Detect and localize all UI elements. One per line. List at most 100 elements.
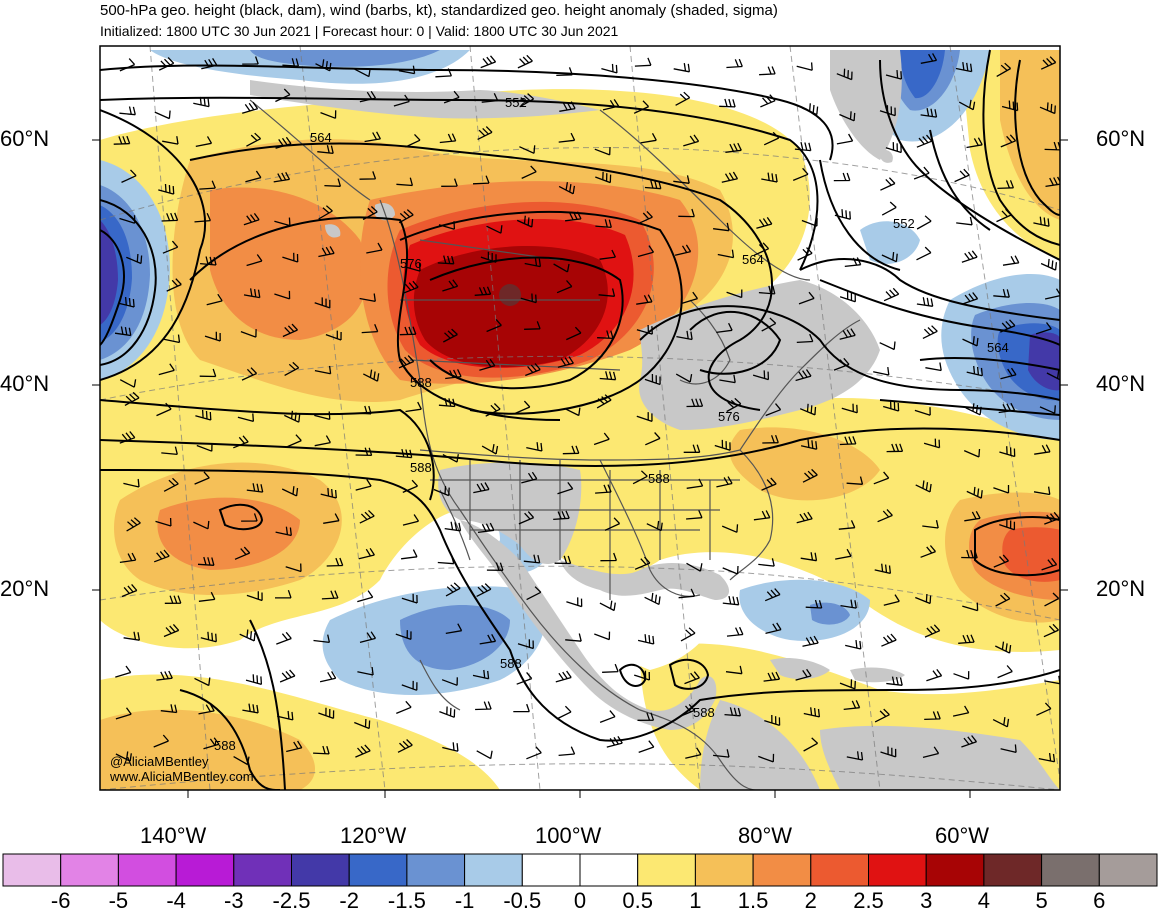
wind-barb (526, 746, 542, 760)
wind-barb (713, 222, 730, 232)
wind-barb (243, 288, 261, 299)
wind-barb (398, 209, 414, 224)
wind-barb (320, 110, 337, 119)
wind-barb (366, 242, 383, 254)
wind-barb (916, 246, 932, 261)
wind-barb (566, 326, 582, 341)
wind-barb (523, 554, 541, 564)
wind-barb (634, 57, 652, 67)
wind-barb (955, 62, 973, 73)
wind-barb (355, 405, 372, 415)
wind-barb (233, 756, 250, 766)
wind-barb (246, 483, 264, 493)
wind-barb (479, 358, 496, 371)
wind-barb (363, 369, 380, 382)
wind-barb (395, 630, 412, 641)
wind-barb (838, 520, 856, 530)
wind-barb (841, 403, 858, 414)
wind-barb (163, 477, 179, 492)
wind-barb (886, 443, 904, 453)
wind-barb (240, 329, 257, 338)
wind-barb (161, 446, 178, 456)
wind-barb (765, 403, 782, 417)
wind-barb (726, 289, 743, 299)
wind-barb (879, 105, 896, 117)
colorbar-swatch (406, 853, 466, 887)
wind-barb (801, 218, 818, 227)
wind-barb (558, 132, 576, 143)
contour-label: 564 (742, 252, 764, 267)
wind-barb (1001, 100, 1019, 112)
wind-barb (873, 367, 890, 376)
wind-barb (557, 482, 574, 495)
wind-barb (118, 297, 135, 308)
wind-barb (846, 476, 864, 485)
wind-barb (800, 439, 818, 450)
lat-label-right-40: 40°N (1096, 371, 1146, 396)
wind-barb (325, 330, 342, 341)
wind-barb (562, 445, 580, 455)
wind-barb (595, 171, 612, 184)
wind-barb (836, 133, 854, 145)
wind-barb (678, 588, 696, 599)
wind-barb (524, 321, 541, 330)
colorbar-swatch (1098, 853, 1158, 887)
wind-barb (845, 640, 862, 650)
wind-barb (599, 249, 616, 260)
colorbar-swatch (175, 853, 235, 887)
wind-barb (965, 403, 982, 416)
wind-barb (725, 665, 743, 675)
wind-barb (525, 363, 541, 377)
wind-barb (761, 172, 778, 183)
contour-label: 588 (648, 471, 670, 486)
wind-barb (881, 633, 897, 647)
wind-barb (198, 591, 216, 602)
wind-barb (521, 165, 537, 179)
colorbar-tick-label: 1 (689, 888, 702, 913)
wind-barb (158, 363, 175, 376)
wind-barb (396, 177, 414, 187)
contour-label: 588 (410, 375, 432, 390)
wind-barb (114, 326, 132, 337)
lon-label-60w: 60°W (935, 823, 990, 848)
wind-barb (883, 594, 900, 606)
lat-label-left-40: 40°N (0, 371, 50, 396)
wind-barb (679, 703, 695, 718)
wind-barb (123, 631, 141, 641)
wind-barb (722, 595, 740, 606)
lon-label-80w: 80°W (738, 823, 793, 848)
wind-barb (753, 242, 770, 256)
wind-barb (839, 679, 856, 690)
wind-barb (956, 216, 973, 226)
wind-barb (998, 402, 1016, 414)
wind-barb (318, 205, 333, 220)
wind-barb (726, 58, 743, 69)
colorbar-swatch (291, 853, 350, 887)
wind-barb (673, 63, 691, 73)
wind-barb (565, 211, 582, 222)
wind-barb (719, 374, 736, 384)
wind-barb (119, 379, 137, 388)
wind-barb (442, 454, 459, 463)
wind-barb (1046, 370, 1060, 381)
contour-label: 576 (718, 409, 740, 424)
wind-barb (685, 747, 702, 759)
wind-barb (163, 334, 181, 344)
credit-url: www.AliciaMBentley.com (110, 769, 254, 784)
wind-barb (595, 484, 612, 494)
wind-barb (997, 665, 1013, 679)
wind-barb (915, 480, 932, 493)
wind-barb (1033, 486, 1051, 496)
wind-barb (397, 739, 413, 753)
wind-barb (999, 519, 1016, 531)
wind-barb (158, 57, 175, 71)
wind-barb (480, 251, 497, 263)
wind-barb (598, 288, 616, 297)
wind-barb (399, 326, 417, 336)
wind-barb (683, 134, 700, 147)
wind-barb (758, 753, 775, 763)
wind-barb (763, 671, 781, 682)
wind-barb (321, 590, 339, 600)
wind-barb (517, 639, 534, 650)
wind-barb (599, 710, 616, 724)
